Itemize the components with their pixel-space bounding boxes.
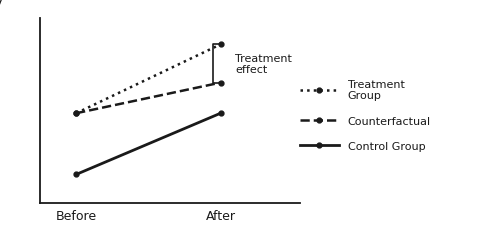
Legend: Treatment
Group, Counterfactual, Control Group: Treatment Group, Counterfactual, Control… bbox=[296, 75, 436, 156]
Text: y: y bbox=[0, 0, 2, 11]
Text: Treatment
effect: Treatment effect bbox=[235, 53, 292, 75]
